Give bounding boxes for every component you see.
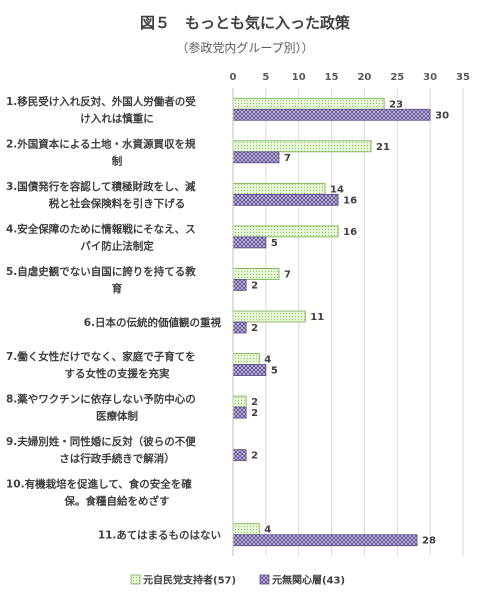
data-label: 23 (389, 99, 403, 110)
bar-former-ldp (232, 97, 385, 110)
data-label: 7 (284, 269, 291, 280)
data-label: 4 (264, 355, 271, 366)
x-tick-label: 25 (390, 72, 404, 83)
bar-former-apathetic (232, 406, 247, 419)
category-label: する女性の支援を充実 (65, 367, 170, 380)
bar-former-apathetic (232, 279, 247, 291)
bar-former-ldp (232, 140, 372, 153)
data-label: 30 (435, 110, 449, 121)
bar-former-apathetic (232, 108, 431, 121)
category-label: 保。食糧自給をめざす (64, 495, 170, 508)
category-label: 7.働く女性だけでなく、家庭で子育てを (6, 350, 196, 363)
bars (232, 97, 431, 547)
bar-former-ldp (232, 353, 260, 365)
data-label: 28 (422, 536, 436, 547)
bar-former-ldp (232, 268, 280, 280)
data-label: 7 (284, 153, 291, 164)
category-label: 11.あてはまるものはない (98, 529, 221, 542)
legend-swatch-0 (130, 574, 141, 585)
x-tick-label: 0 (230, 72, 237, 83)
category-label: 5.自虐史観でない自国に誇りを持てる教 (6, 265, 196, 278)
data-label: 4 (264, 525, 271, 536)
bar-former-ldp (232, 310, 306, 323)
category-label: 8.薬やワクチンに依存しない予防中心の (6, 393, 196, 406)
category-label: 2.外国資本による土地・水資源買収を規 (6, 137, 196, 150)
category-label: さは行政手続きで解消） (59, 452, 175, 465)
x-tick-label: 15 (325, 72, 339, 83)
bar-former-apathetic (232, 364, 267, 376)
category-label: パイ防止法制定 (80, 239, 154, 252)
chart-title: 図５ もっとも気に入った政策 (140, 14, 351, 32)
x-axis-ticks: 0 5 10 15 20 25 30 35 (230, 72, 470, 83)
category-label: 10.有機栽培を促進して、食の安全を確 (6, 478, 192, 491)
legend-swatch-1 (259, 574, 270, 585)
x-tick-label: 35 (456, 72, 470, 83)
bar-former-ldp (232, 523, 260, 536)
bar-former-apathetic (232, 193, 339, 206)
data-label: 2 (251, 451, 258, 462)
category-label: 育 (112, 282, 123, 295)
x-tick-label: 10 (292, 72, 306, 83)
x-tick-label: 5 (262, 72, 269, 83)
chart-subtitle: （参政党内グループ別）） (176, 40, 313, 55)
bar-former-apathetic (232, 236, 267, 249)
category-label: 医療体制 (96, 410, 138, 423)
data-label: 5 (271, 366, 278, 377)
legend: 元自民党支持者(57) 元無関心層(43) (130, 574, 345, 587)
legend-label-1: 元無関心層(43) (272, 574, 345, 587)
bar-former-ldp (232, 182, 326, 195)
data-label: 2 (251, 397, 258, 408)
category-label: 制 (112, 154, 123, 167)
category-label: 3.国債発行を容認して積極財政をし、減 (6, 180, 196, 193)
legend-label-0: 元自民党支持者(57) (143, 574, 236, 587)
data-label: 5 (271, 238, 278, 249)
x-tick-label: 20 (357, 72, 371, 83)
data-label: 2 (251, 323, 258, 334)
category-label: 税と社会保険料を引き下げる (49, 197, 186, 210)
data-label: 16 (343, 227, 357, 238)
bar-former-ldp (232, 225, 339, 238)
x-tick-label: 30 (423, 72, 437, 83)
bar-former-apathetic (232, 321, 247, 334)
bar-former-apathetic (232, 151, 280, 164)
category-label: 4.安全保障のために情報戦にそなえ、ス (6, 222, 196, 235)
bar-former-apathetic (232, 534, 418, 547)
data-label: 11 (310, 312, 324, 323)
category-label: 6.日本の伝統的価値観の重視 (84, 316, 222, 329)
category-label: 9.夫婦別姓・同性婚に反対（彼らの不便 (6, 435, 196, 448)
bar-former-apathetic (232, 449, 247, 462)
data-label: 14 (330, 184, 344, 195)
category-label: 1.移民受け入れ反対、外国人労働者の受 (6, 95, 196, 108)
data-label: 16 (343, 195, 357, 206)
data-label: 2 (251, 280, 258, 291)
data-label: 21 (376, 142, 390, 153)
data-label: 2 (251, 408, 258, 419)
category-label: け入れは慎重に (80, 112, 154, 125)
bar-former-ldp (232, 395, 247, 408)
